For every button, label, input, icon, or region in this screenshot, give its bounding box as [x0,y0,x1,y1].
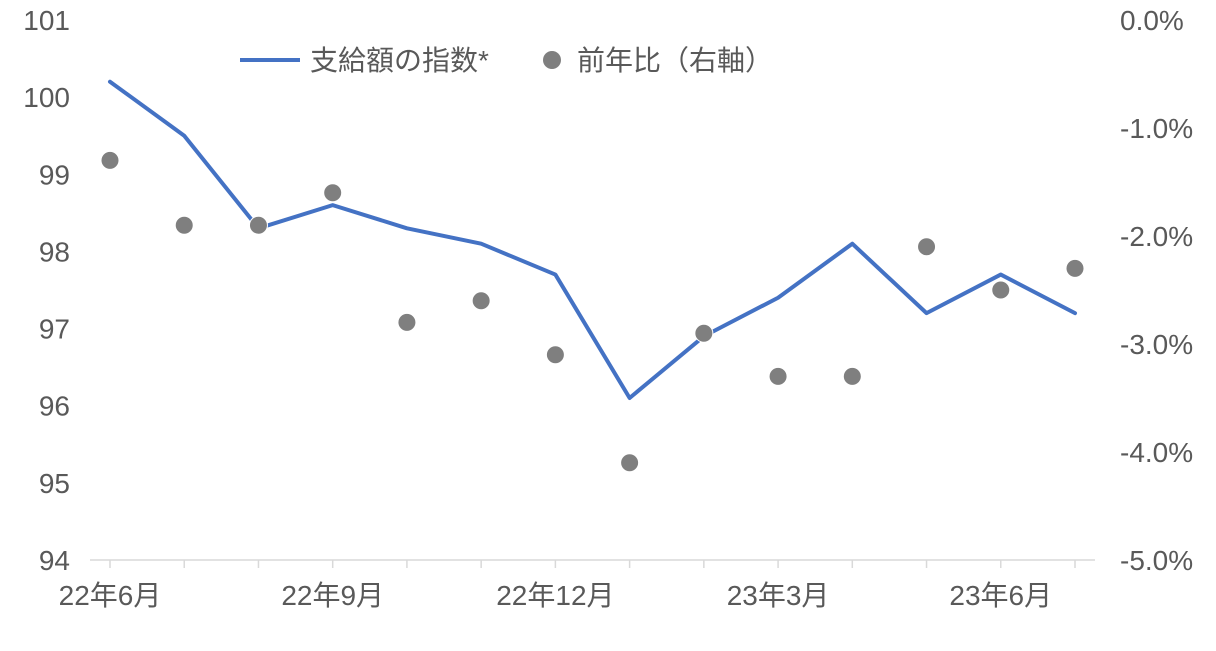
x-tick-label: 23年6月 [949,580,1052,611]
y-left-tick-label: 94 [39,545,70,576]
y-left-tick-label: 99 [39,159,70,190]
x-tick-label: 22年9月 [281,580,384,611]
series-scatter-point [101,151,119,169]
y-right-tick-label: -2.0% [1120,221,1193,252]
y-left-tick-label: 101 [23,5,70,36]
legend-scatter-label: 前年比（右軸） [577,45,773,76]
series-scatter-point [918,238,936,256]
y-left-tick-label: 95 [39,468,70,499]
y-right-tick-label: 0.0% [1120,5,1184,36]
y-right-tick-label: -5.0% [1120,545,1193,576]
x-tick-label: 22年6月 [59,580,162,611]
series-scatter-point [621,454,639,472]
y-left-tick-label: 97 [39,314,70,345]
series-scatter-point [695,324,713,342]
y-left-tick-label: 98 [39,236,70,267]
y-left-tick-label: 100 [23,82,70,113]
y-right-tick-label: -3.0% [1120,329,1193,360]
series-scatter-point [1066,259,1084,277]
chart-svg: 94 95 96 97 98 99 100 101 -5.0% -4.0% -3.0% -2.0% -1… [0,0,1216,651]
series-scatter-point [175,216,193,234]
legend-scatter-icon [543,51,561,69]
series-scatter-point [843,367,861,385]
series-scatter-point [992,281,1010,299]
series-scatter-point [472,292,490,310]
series-scatter-point [324,184,342,202]
x-tick-label: 23年3月 [727,580,830,611]
series-scatter-point [769,367,787,385]
dual-axis-line-scatter-chart: 94 95 96 97 98 99 100 101 -5.0% -4.0% -3.0% -2.0% -1… [0,0,1216,651]
series-scatter-point [249,216,267,234]
y-right-tick-label: -4.0% [1120,437,1193,468]
y-left-tick-label: 96 [39,391,70,422]
series-scatter-point [546,346,564,364]
x-tick-label: 22年12月 [496,580,614,611]
y-right-tick-label: -1.0% [1120,113,1193,144]
legend-line-label: 支給額の指数* [310,45,489,76]
series-scatter-point [398,313,416,331]
